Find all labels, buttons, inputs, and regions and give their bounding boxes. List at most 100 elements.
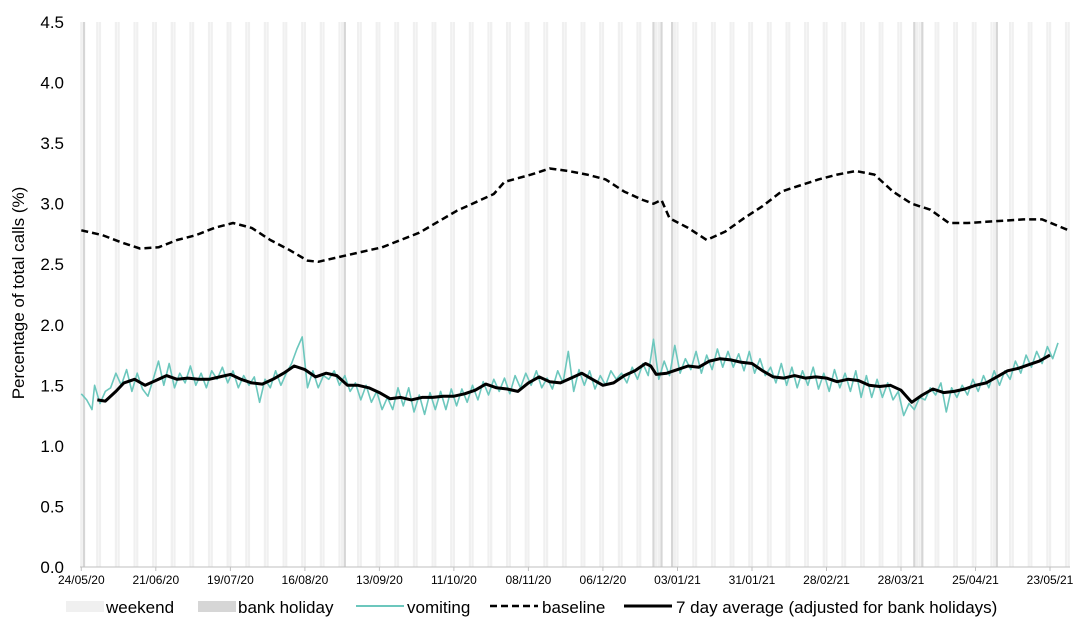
weekend-band xyxy=(301,22,304,567)
x-tick-label: 31/01/21 xyxy=(729,573,776,587)
bank-holiday-band xyxy=(913,22,916,567)
weekend-band xyxy=(822,22,825,567)
bank-holiday-band xyxy=(660,22,663,567)
weekend-band xyxy=(599,22,602,567)
weekend-band xyxy=(732,22,735,567)
weekend-band xyxy=(431,22,434,567)
weekend-band xyxy=(841,22,844,567)
weekend-band xyxy=(692,22,695,567)
x-tick-label: 03/01/21 xyxy=(654,573,701,587)
weekend-band xyxy=(1027,22,1030,567)
weekend-band xyxy=(601,22,605,567)
y-axis-title: Percentage of total calls (%) xyxy=(9,187,28,400)
weekend-band xyxy=(862,22,865,567)
weekend-band xyxy=(487,22,490,567)
weekend-band xyxy=(191,22,195,567)
legend: weekend bank holiday vomiting baseline 7… xyxy=(66,598,997,617)
x-tick-label: 06/12/20 xyxy=(580,573,627,587)
weekend-band xyxy=(934,22,937,567)
weekend-band xyxy=(918,22,921,567)
weekend-band xyxy=(96,22,99,567)
bank-holiday-band xyxy=(921,22,924,567)
weekend-band xyxy=(1067,22,1070,567)
weekend-band xyxy=(375,22,378,567)
x-tick-label: 19/07/20 xyxy=(207,573,254,587)
weekend-band xyxy=(953,22,956,567)
weekend-band xyxy=(189,22,192,567)
weekend-band xyxy=(673,22,676,567)
weekend-band xyxy=(1046,22,1049,567)
y-tick-label: 4.0 xyxy=(40,74,64,93)
weekend-band xyxy=(285,22,288,567)
weekend-band xyxy=(506,22,509,567)
bank-holiday-band xyxy=(652,22,655,567)
weekend-band xyxy=(804,22,807,567)
weekend-band xyxy=(356,22,360,567)
legend-item-vomiting: vomiting xyxy=(356,598,470,617)
x-tick-label: 08/11/20 xyxy=(505,573,551,587)
weekend-band xyxy=(806,22,809,567)
weekend-band xyxy=(247,22,251,567)
bank-holiday-band xyxy=(671,22,674,567)
weekend-band xyxy=(471,22,474,567)
legend-label-bank-holiday: bank holiday xyxy=(238,598,334,617)
weekend-band xyxy=(468,22,471,567)
legend-label-7-day-average: 7 day average (adjusted for bank holiday… xyxy=(676,598,997,617)
x-tick-label: 16/08/20 xyxy=(282,573,329,587)
legend-item-weekend: weekend xyxy=(66,598,174,617)
baseline-series-line xyxy=(81,167,1070,264)
weekend-band xyxy=(859,22,863,567)
weekend-band xyxy=(322,22,325,567)
weekend-band xyxy=(207,22,211,567)
weekend-band xyxy=(282,22,285,567)
weekend-band xyxy=(152,22,155,567)
weekend-band xyxy=(713,22,716,567)
weekend-band xyxy=(878,22,881,567)
weekend-band xyxy=(508,22,511,567)
weekend-band xyxy=(788,22,791,567)
x-tick-label: 21/06/20 xyxy=(132,573,179,587)
weekend-band xyxy=(897,22,900,567)
legend-label-vomiting: vomiting xyxy=(407,598,470,617)
bank-holiday-band xyxy=(995,22,998,567)
series-layer xyxy=(80,167,1070,417)
weekend-band xyxy=(434,22,437,567)
y-tick-label: 3.0 xyxy=(40,195,64,214)
weekend-band xyxy=(1009,22,1012,567)
weekend-band xyxy=(844,22,847,567)
weekend-band xyxy=(1011,22,1014,567)
x-tick-label: 11/10/20 xyxy=(431,573,477,587)
weekend-band xyxy=(1064,22,1068,567)
y-tick-label: 2.5 xyxy=(40,255,64,274)
weekend-band xyxy=(825,22,828,567)
weekend-band xyxy=(319,22,322,567)
weekend-band xyxy=(583,22,586,567)
weekend-band xyxy=(245,22,248,567)
weekend-band xyxy=(636,22,639,567)
y-tick-label: 0.0 xyxy=(40,558,64,577)
weekend-band xyxy=(396,22,400,567)
weekend-band xyxy=(412,22,416,567)
weekend-band xyxy=(729,22,732,567)
weekend-band xyxy=(154,22,157,567)
weekend-band xyxy=(527,22,530,567)
bank-holiday-band xyxy=(82,22,86,567)
weekend-band xyxy=(545,22,549,567)
weekend-band xyxy=(415,22,418,567)
x-axis-ticks: 24/05/20 21/06/20 19/07/20 16/08/20 13/09/20… xyxy=(58,567,1074,587)
weekend-band xyxy=(136,22,139,567)
legend-label-weekend: weekend xyxy=(105,598,174,617)
weekend-band xyxy=(561,22,565,567)
weekend-band xyxy=(971,22,974,567)
y-tick-label: 1.5 xyxy=(40,376,64,395)
weekend-band xyxy=(173,22,176,567)
x-tick-label: 25/04/21 xyxy=(952,573,999,587)
weekend-band xyxy=(98,22,102,567)
weekend-band xyxy=(617,22,621,567)
weekend-band xyxy=(580,22,583,567)
legend-label-baseline: baseline xyxy=(542,598,605,617)
seven-day-average-series-line xyxy=(97,353,1051,404)
weekend-band xyxy=(114,22,118,567)
weekend-band xyxy=(263,22,267,567)
legend-item-baseline: baseline xyxy=(490,598,605,617)
